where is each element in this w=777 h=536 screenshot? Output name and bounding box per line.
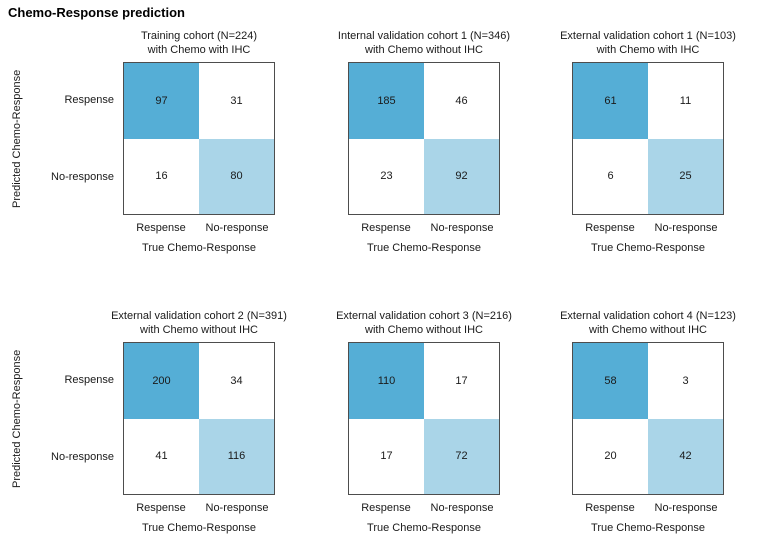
panel-title-line2: with Chemo without IHC [365,44,483,56]
y-tick-no-response: No-response [51,171,114,183]
confusion-matrix: 200 34 41 116 [123,342,275,495]
x-tick-no-response: No-response [654,222,718,234]
x-ticks: Respense No-response [123,222,275,234]
panel-external-validation-3: External validation cohort 3 (N=216) wit… [336,310,512,534]
panel-external-validation-4: External validation cohort 4 (N=123) wit… [560,310,736,534]
matrix-cell-fn: 6 [607,170,614,183]
confusion-matrix: 58 3 20 42 [572,342,724,495]
matrix-cell-fp: 17 [455,374,468,387]
x-axis-label: True Chemo-Response [591,522,705,534]
x-tick-response: Respense [585,502,635,514]
matrix-cell-tp: 61 [573,63,648,139]
panel-title-line1: External validation cohort 2 (N=391) [111,310,287,322]
matrix-cell-tn: 72 [424,418,499,494]
x-tick-no-response: No-response [430,222,494,234]
x-tick-response: Respense [361,222,411,234]
x-tick-response: Respense [361,502,411,514]
matrix-cell-tn: 116 [199,418,274,494]
panel-title-line1: Training cohort (N=224) [140,30,258,42]
x-tick-no-response: No-response [654,502,718,514]
x-ticks: Respense No-response [572,222,724,234]
confusion-matrix: 97 31 16 80 [123,62,275,215]
panel-title-line2: with Chemo with IHC [596,44,700,56]
panel-title: External validation cohort 3 (N=216) wit… [274,309,574,337]
panel-title-line2: with Chemo without IHC [140,324,258,336]
panel-title-line2: with Chemo without IHC [589,324,707,336]
panel-title-line1: External validation cohort 4 (N=123) [560,310,736,322]
matrix-cell-tn: 80 [199,138,274,214]
x-axis-label: True Chemo-Response [142,522,256,534]
x-axis-label: True Chemo-Response [367,522,481,534]
panel-title-line2: with Chemo without IHC [365,324,483,336]
matrix-cell-tn: 25 [648,138,723,214]
matrix-cell-tp: 58 [573,343,648,419]
panel-external-validation-1: External validation cohort 1 (N=103) wit… [560,30,736,254]
y-tick-no-response: No-response [51,451,114,463]
panel-title-line1: External validation cohort 1 (N=103) [560,30,736,42]
x-tick-no-response: No-response [205,222,269,234]
panel-title-line1: External validation cohort 3 (N=216) [336,310,512,322]
figure-title: Chemo-Response prediction [8,5,185,20]
y-tick-response: Respense [64,374,114,386]
x-tick-response: Respense [136,222,186,234]
matrix-cell-fn: 20 [604,450,617,463]
x-axis-label: True Chemo-Response [142,242,256,254]
panel-title-line2: with Chemo with IHC [147,44,251,56]
panel-title: Training cohort (N=224) with Chemo with … [49,29,349,57]
matrix-cell-fn: 41 [155,450,168,463]
panel-title: External validation cohort 4 (N=123) wit… [498,309,777,337]
x-axis-label: True Chemo-Response [591,242,705,254]
x-ticks: Respense No-response [348,222,500,234]
matrix-cell-fp: 31 [230,94,243,107]
matrix-cell-fp: 3 [682,374,689,387]
panel-training-cohort: Training cohort (N=224) with Chemo with … [11,30,275,254]
matrix-cell-tn: 92 [424,138,499,214]
panel-title-line1: Internal validation cohort 1 (N=346) [337,30,511,42]
matrix-cell-fn: 23 [380,170,393,183]
matrix-cell-fn: 16 [155,170,168,183]
matrix-cell-fp: 46 [455,94,468,107]
panel-title: External validation cohort 2 (N=391) wit… [49,309,349,337]
matrix-cell-tp: 97 [124,63,199,139]
x-ticks: Respense No-response [123,502,275,514]
matrix-cell-tn: 42 [648,418,723,494]
x-tick-no-response: No-response [205,502,269,514]
panel-title: Internal validation cohort 1 (N=346) wit… [274,29,574,57]
x-ticks: Respense No-response [572,502,724,514]
matrix-cell-fn: 17 [380,450,393,463]
y-tick-response: Respense [64,94,114,106]
matrix-cell-fp: 34 [230,374,243,387]
confusion-matrix: 110 17 17 72 [348,342,500,495]
confusion-matrix: 185 46 23 92 [348,62,500,215]
x-tick-no-response: No-response [430,502,494,514]
panel-external-validation-2: External validation cohort 2 (N=391) wit… [11,310,287,534]
x-axis-label: True Chemo-Response [367,242,481,254]
panel-title: External validation cohort 1 (N=103) wit… [498,29,777,57]
matrix-cell-tp: 110 [349,343,424,419]
panel-internal-validation-1: Internal validation cohort 1 (N=346) wit… [338,30,510,254]
matrix-cell-tp: 185 [349,63,424,139]
confusion-matrix: 61 11 6 25 [572,62,724,215]
matrix-cell-tp: 200 [124,343,199,419]
x-tick-response: Respense [585,222,635,234]
x-tick-response: Respense [136,502,186,514]
matrix-cell-fp: 11 [679,94,692,107]
x-ticks: Respense No-response [348,502,500,514]
